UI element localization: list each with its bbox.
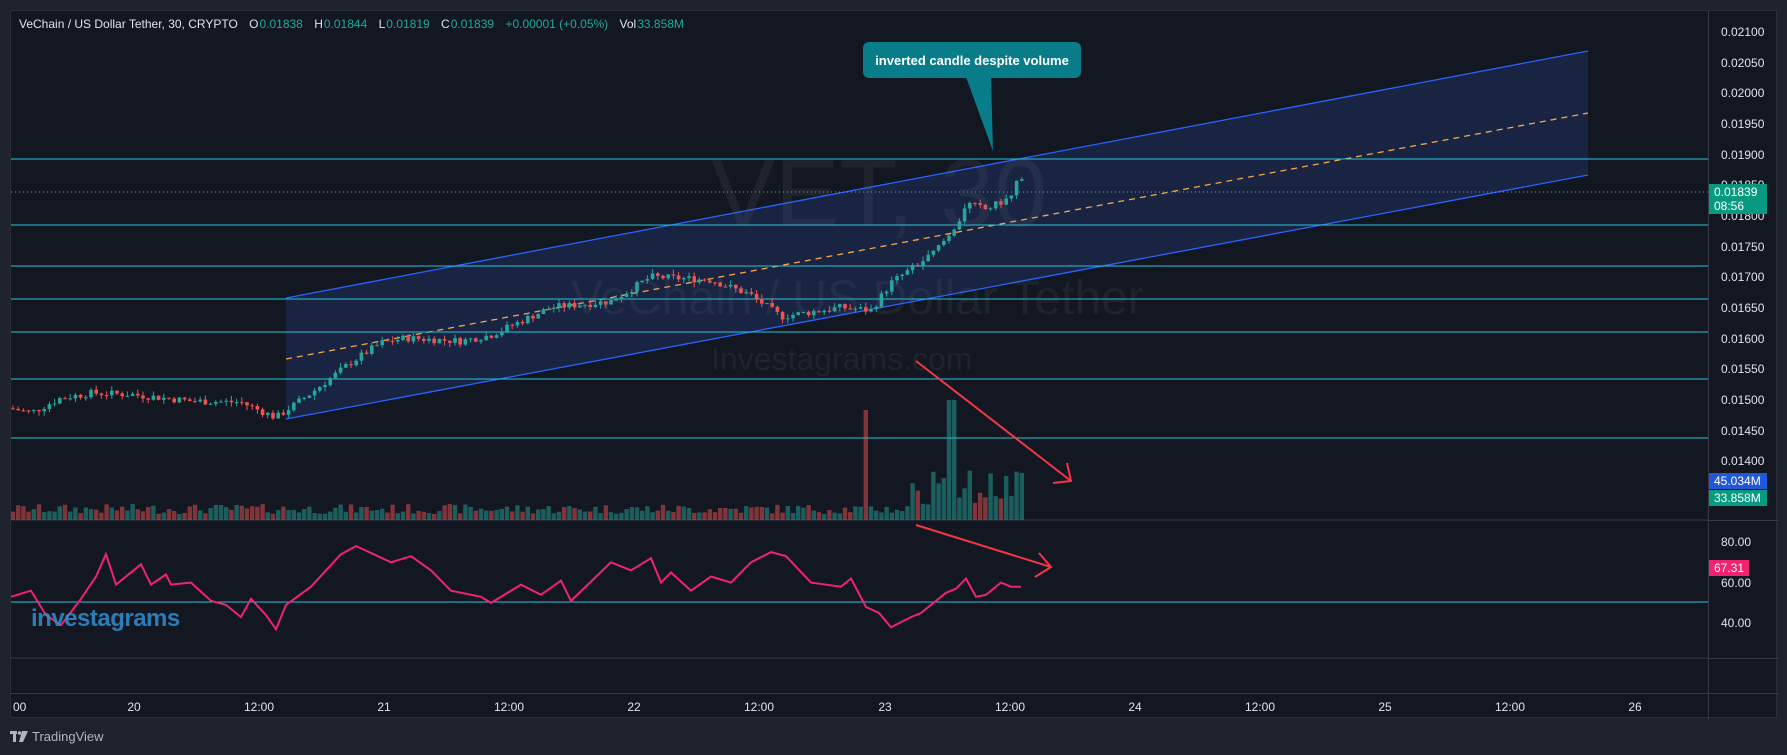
time-tick: 12:00	[1244, 700, 1276, 714]
last-price-badge: 0.01839 08:56	[1709, 184, 1767, 214]
axis-pane-divider	[1709, 658, 1779, 659]
price-tick: 0.01550	[1721, 362, 1765, 376]
last-price: 0.01839	[1714, 185, 1758, 199]
time-tick: 12:00	[243, 700, 275, 714]
time-tick: 12:00	[1494, 700, 1526, 714]
price-tick: 0.02000	[1721, 86, 1765, 100]
price-tick: 0.01400	[1721, 454, 1765, 468]
price-tick: 0.01600	[1721, 332, 1765, 346]
time-tick: 00	[13, 700, 27, 714]
time-tick: 22	[627, 700, 641, 714]
tradingview-brand[interactable]: TradingView	[10, 729, 104, 744]
tradingview-label: TradingView	[32, 729, 104, 744]
price-tick: 0.01500	[1721, 393, 1765, 407]
price-tick: 0.01950	[1721, 117, 1765, 131]
investagrams-logo: investagrams	[31, 605, 180, 632]
change-value: +0.00001 (+0.05%)	[505, 17, 609, 31]
price-tick: 0.01450	[1721, 424, 1765, 438]
price-tick: 0.01650	[1721, 301, 1765, 315]
time-tick: 12:00	[994, 700, 1026, 714]
rsi-tick: 60.00	[1721, 576, 1752, 590]
tradingview-logo-icon	[10, 730, 28, 742]
time-tick: 24	[1128, 700, 1142, 714]
rsi-value-badge: 67.31	[1709, 560, 1750, 576]
vol-value: 33.858M	[637, 17, 684, 31]
time-tick: 23	[878, 700, 892, 714]
rsi-tick: 80.00	[1721, 535, 1752, 549]
vol-label: Vol	[619, 17, 637, 31]
axis-corner	[1708, 693, 1779, 720]
bar-countdown: 08:56	[1714, 199, 1745, 213]
rsi-tick: 40.00	[1721, 616, 1752, 630]
close-value: 0.01839	[450, 17, 495, 31]
price-tick: 0.01900	[1721, 148, 1765, 162]
high-value: 0.01844	[323, 17, 368, 31]
open-label: O	[249, 17, 259, 31]
open-value: 0.01838	[259, 17, 303, 31]
time-tick: 26	[1628, 700, 1642, 714]
volume-ma-badge: 45.034M	[1709, 473, 1767, 489]
price-axis[interactable]: 0.02100 0.02050 0.02000 0.01950 0.01900 …	[1708, 11, 1779, 693]
chart-panel: VET, 30 VeChain / US Dollar Tether Inves…	[10, 10, 1779, 720]
time-tick: 20	[127, 700, 141, 714]
time-tick: 21	[377, 700, 391, 714]
time-tick: 12:00	[743, 700, 775, 714]
chart-plot-area[interactable]: VET, 30 VeChain / US Dollar Tether Inves…	[11, 11, 1708, 693]
high-label: H	[314, 17, 323, 31]
close-label: C	[441, 17, 450, 31]
annotation-callout[interactable]: inverted candle despite volume	[863, 42, 1081, 78]
time-axis[interactable]: 00 20 12:00 21 12:00 22 12:00 23 12:00 2…	[11, 693, 1708, 720]
time-tick: 25	[1378, 700, 1392, 714]
price-tick: 0.01750	[1721, 240, 1765, 254]
low-value: 0.01819	[386, 17, 430, 31]
time-tick: 12:00	[493, 700, 525, 714]
price-tick: 0.02050	[1721, 56, 1765, 70]
axis-pane-divider	[1709, 520, 1779, 521]
symbol-title[interactable]: VeChain / US Dollar Tether, 30, CRYPTO	[19, 17, 238, 31]
price-tick: 0.02100	[1721, 25, 1765, 39]
price-tick: 0.01700	[1721, 270, 1765, 284]
symbol-legend[interactable]: VeChain / US Dollar Tether, 30, CRYPTO O…	[19, 17, 685, 31]
annotation-text: inverted candle despite volume	[875, 52, 1069, 68]
low-label: L	[378, 17, 386, 31]
volume-badge: 33.858M	[1709, 490, 1767, 506]
